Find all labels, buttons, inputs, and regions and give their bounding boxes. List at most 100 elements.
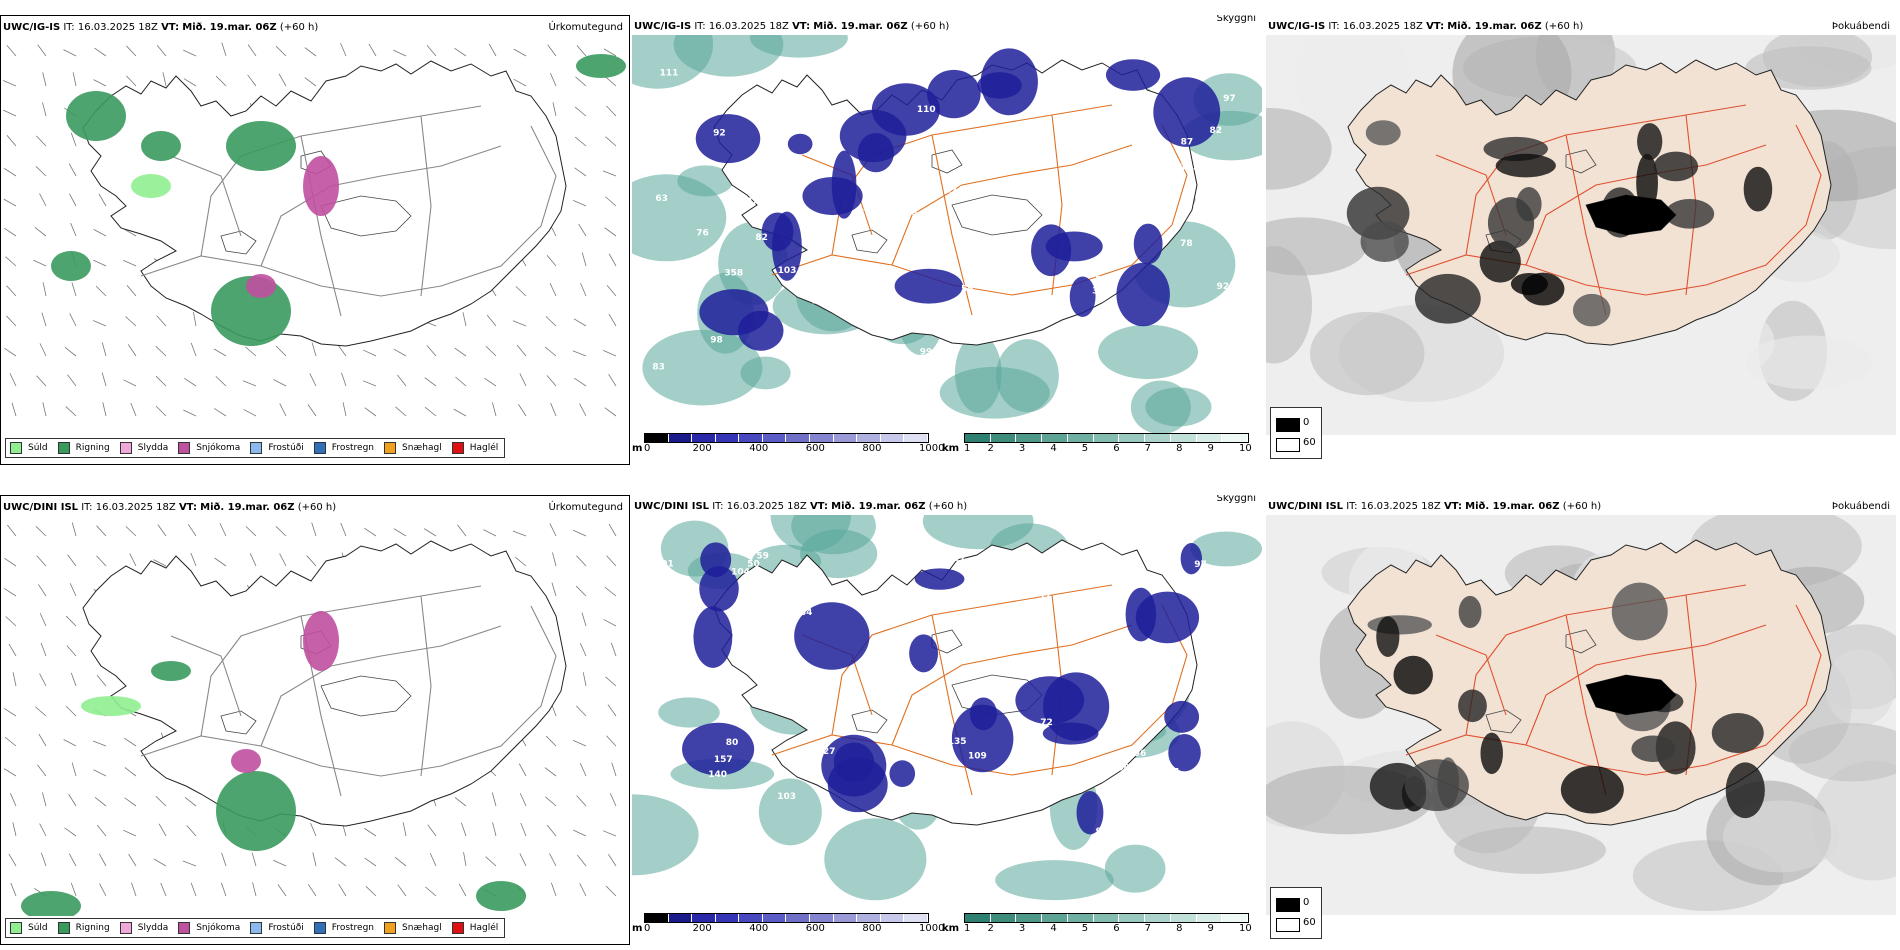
fog-area xyxy=(1722,800,1839,873)
wind-barb xyxy=(460,822,467,837)
cloud-base-value: 55 xyxy=(961,285,974,295)
cloud-base-value: 135 xyxy=(948,737,967,747)
wind-barb xyxy=(423,528,437,537)
colorbar-strip xyxy=(964,913,1249,923)
road-line xyxy=(1435,634,1507,716)
wind-barb xyxy=(457,524,467,537)
iceland-base xyxy=(82,540,567,827)
legend-item: Frostregn xyxy=(313,922,374,934)
wind-barb xyxy=(155,796,167,807)
colorbar-segment xyxy=(1145,914,1171,922)
low-cloud-area xyxy=(1116,262,1170,327)
low-cloud-area xyxy=(794,602,870,670)
cloud-base-value: 358 xyxy=(724,269,743,279)
colorbar-segment xyxy=(1042,434,1068,442)
wind-barb xyxy=(96,555,107,567)
colorbar-ticks: 0 200 400 600 800 1000 xyxy=(632,443,944,457)
wind-barb xyxy=(69,583,77,597)
wind-barb xyxy=(606,284,617,297)
wind-barb xyxy=(124,797,137,807)
wind-barb xyxy=(337,344,347,357)
cloud-base-value: 97 xyxy=(953,554,966,564)
wind-barb xyxy=(92,740,107,747)
low-visibility-area xyxy=(824,818,927,901)
wind-barb xyxy=(424,377,437,387)
wind-barb xyxy=(67,554,77,567)
wind-barb xyxy=(128,853,137,867)
colorbar-segment xyxy=(715,434,740,442)
legend-item: Snæhagl xyxy=(384,922,442,934)
legend-swatch xyxy=(451,442,464,454)
legend-item: Snjókoma xyxy=(178,922,240,934)
wind-barb xyxy=(93,769,107,777)
wind-barb xyxy=(35,526,47,537)
colorbar-segment xyxy=(692,914,716,922)
colorbar-ticks: 1 2 3 4 5 6 7 8 9 10 xyxy=(942,923,1257,937)
wind-barb xyxy=(397,374,407,387)
cloud-base-value: 43 xyxy=(905,208,918,218)
wind-barb xyxy=(307,884,317,897)
colorbar-strip xyxy=(964,433,1249,443)
low-cloud-area xyxy=(802,176,863,216)
legend-swatch xyxy=(250,442,263,454)
cloud-base-value: 61 xyxy=(1168,767,1181,777)
wind-barb xyxy=(42,72,47,87)
colorbar-segment xyxy=(645,434,669,442)
wind-barb xyxy=(162,72,167,87)
fog-dark-area xyxy=(1711,712,1764,754)
wind-barb xyxy=(65,615,77,627)
wind-barb xyxy=(11,402,17,417)
wind-barb xyxy=(93,79,107,87)
low-cloud-area xyxy=(738,310,784,351)
wind-barb xyxy=(491,792,497,807)
road-line xyxy=(931,134,973,316)
wind-barb xyxy=(393,348,407,357)
cloud-base-value: 64 xyxy=(937,550,950,560)
road-line xyxy=(140,605,557,777)
legend-item: Frostregn xyxy=(313,442,374,454)
cloud-base-value: 94 xyxy=(1125,684,1138,694)
coastline xyxy=(82,540,567,827)
road-line xyxy=(420,595,432,777)
valid-time: Mið. 19.mar. 06Z xyxy=(813,21,908,32)
wind-barb xyxy=(6,315,17,327)
colorbar-tick-label: 6 xyxy=(1113,443,1120,454)
wind-barb xyxy=(190,882,197,897)
legend-label: Slydda xyxy=(137,443,169,453)
wind-barb xyxy=(608,373,617,387)
wind-barb xyxy=(579,403,587,417)
wind-barb xyxy=(606,735,617,747)
colorbar-tick-label: 9 xyxy=(1207,443,1214,454)
wind-barb xyxy=(544,767,557,777)
low-visibility-area xyxy=(658,697,720,728)
panel-header: UWC/DINI ISL IT: 16.03.2025 18Z VT: Mið.… xyxy=(1268,501,1892,512)
wind-barb xyxy=(576,555,587,567)
wind-barb xyxy=(604,407,617,417)
fog-legend: 0 60 xyxy=(1270,407,1322,459)
wind-barb xyxy=(39,343,47,357)
wind-barb xyxy=(393,528,407,537)
wind-barb xyxy=(124,737,137,747)
wind-barb xyxy=(606,555,617,567)
low-cloud-area xyxy=(821,734,887,797)
fog-dark-area xyxy=(1611,582,1668,641)
wind-barb xyxy=(607,704,617,717)
vt-label: VT: xyxy=(1443,501,1462,512)
wind-barb xyxy=(544,346,557,357)
colorbar-segment xyxy=(645,914,669,922)
wind-barb xyxy=(310,822,317,837)
wind-barb xyxy=(184,377,197,387)
wind-barb xyxy=(273,379,287,387)
colorbar-tick-label: 1 xyxy=(964,443,971,454)
wind-barb xyxy=(3,708,17,717)
low-cloud-area xyxy=(771,211,802,281)
wind-barb xyxy=(275,45,287,57)
wind-barb xyxy=(552,102,557,117)
valid-time: Mið. 19.mar. 06Z xyxy=(1465,501,1560,512)
wind-barb xyxy=(518,404,527,417)
cloud-base-value: 63 xyxy=(801,120,814,130)
wind-barb xyxy=(576,795,587,807)
cloud-base-value: 73 xyxy=(1066,74,1079,84)
wind-barb xyxy=(92,320,107,327)
wind-barb xyxy=(427,824,437,837)
